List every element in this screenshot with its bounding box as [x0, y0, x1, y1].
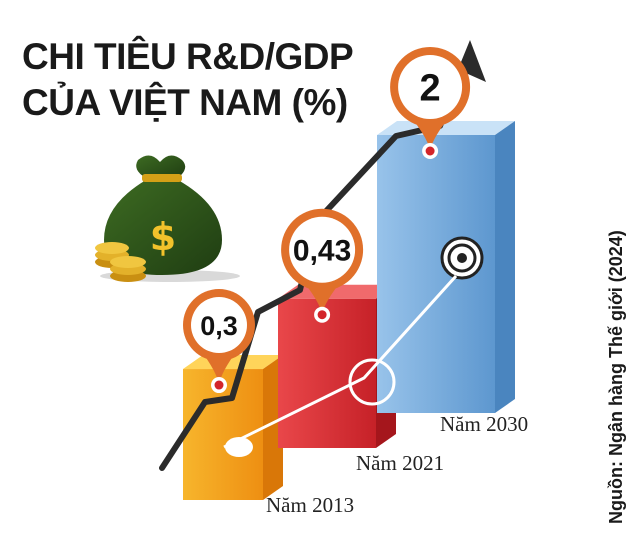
target-icon — [440, 236, 484, 280]
category-label-2: Năm 2030 — [440, 412, 528, 436]
value-label-2: 2 — [420, 68, 441, 110]
connector-layer — [223, 236, 484, 458]
bar-0 — [183, 355, 283, 500]
category-label-1: Năm 2021 — [356, 451, 444, 475]
connector-ring — [348, 358, 396, 406]
source-note: Nguồn: Ngân hàng Thế giới (2024) — [606, 230, 626, 524]
connector-dot — [225, 437, 253, 458]
connector-line — [223, 274, 458, 449]
money-bag-icon: $ — [100, 155, 240, 282]
category-label-0: Năm 2013 — [266, 493, 354, 517]
value-pin-2: 2 — [390, 47, 471, 159]
value-pin-1: 0,43 — [281, 208, 364, 323]
pins-layer: 0,3 0,43 2 — [183, 47, 471, 394]
value-label-1: 0,43 — [293, 235, 351, 268]
coins-icon — [95, 242, 146, 282]
chart-title-line-2: CỦA VIỆT NAM (%) — [22, 82, 348, 123]
svg-text:$: $ — [150, 215, 176, 259]
value-label-0: 0,3 — [200, 311, 238, 341]
chart-title-line-1: CHI TIÊU R&D/GDP — [22, 36, 354, 77]
value-pin-0: 0,3 — [183, 289, 255, 394]
